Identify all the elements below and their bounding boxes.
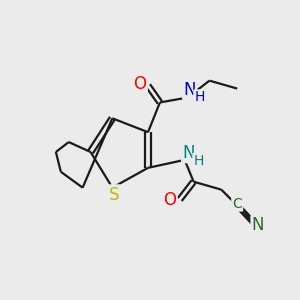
Text: H: H xyxy=(194,154,204,168)
Text: N: N xyxy=(252,216,264,234)
Text: O: O xyxy=(163,190,176,208)
Text: H: H xyxy=(194,91,205,104)
Text: N: N xyxy=(183,81,196,99)
Text: N: N xyxy=(182,144,195,162)
Text: S: S xyxy=(109,186,120,204)
Text: C: C xyxy=(232,196,242,211)
Text: O: O xyxy=(134,75,147,93)
